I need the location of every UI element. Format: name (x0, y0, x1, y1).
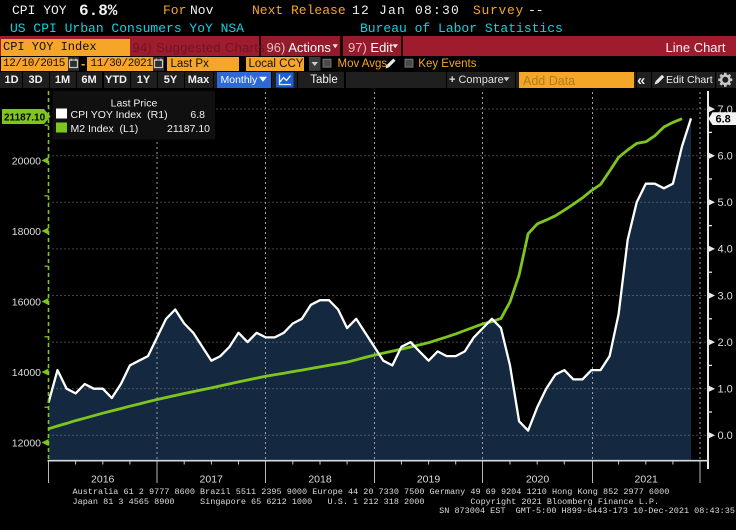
svg-text:5.0: 5.0 (718, 197, 733, 209)
svg-text:2018: 2018 (308, 474, 332, 486)
svg-text:2021: 2021 (635, 474, 659, 486)
svg-text:16000: 16000 (12, 296, 41, 308)
svg-text:6.8: 6.8 (190, 109, 205, 121)
svg-text:CPI YOY Index (R1): CPI YOY Index (R1) (71, 109, 168, 121)
svg-text:6.0: 6.0 (718, 151, 733, 163)
svg-text:3.0: 3.0 (718, 290, 733, 302)
svg-text:2019: 2019 (417, 474, 441, 486)
svg-text:2.0: 2.0 (718, 337, 733, 349)
svg-text:4.0: 4.0 (718, 244, 733, 256)
svg-text:21187.10: 21187.10 (167, 123, 210, 135)
svg-text:2016: 2016 (91, 474, 115, 486)
svg-text:Last Price: Last Price (111, 98, 158, 110)
svg-text:2020: 2020 (526, 474, 550, 486)
svg-text:12000: 12000 (12, 437, 41, 449)
svg-text:21187.10: 21187.10 (4, 112, 46, 123)
svg-text:20000: 20000 (12, 155, 41, 167)
svg-text:14000: 14000 (12, 367, 41, 379)
svg-text:0.0: 0.0 (718, 430, 733, 442)
svg-text:18000: 18000 (12, 226, 41, 238)
svg-text:6.8: 6.8 (716, 114, 731, 126)
svg-text:2017: 2017 (200, 474, 224, 486)
svg-text:M2 Index (L1): M2 Index (L1) (71, 123, 139, 135)
svg-text:1.0: 1.0 (718, 384, 733, 396)
